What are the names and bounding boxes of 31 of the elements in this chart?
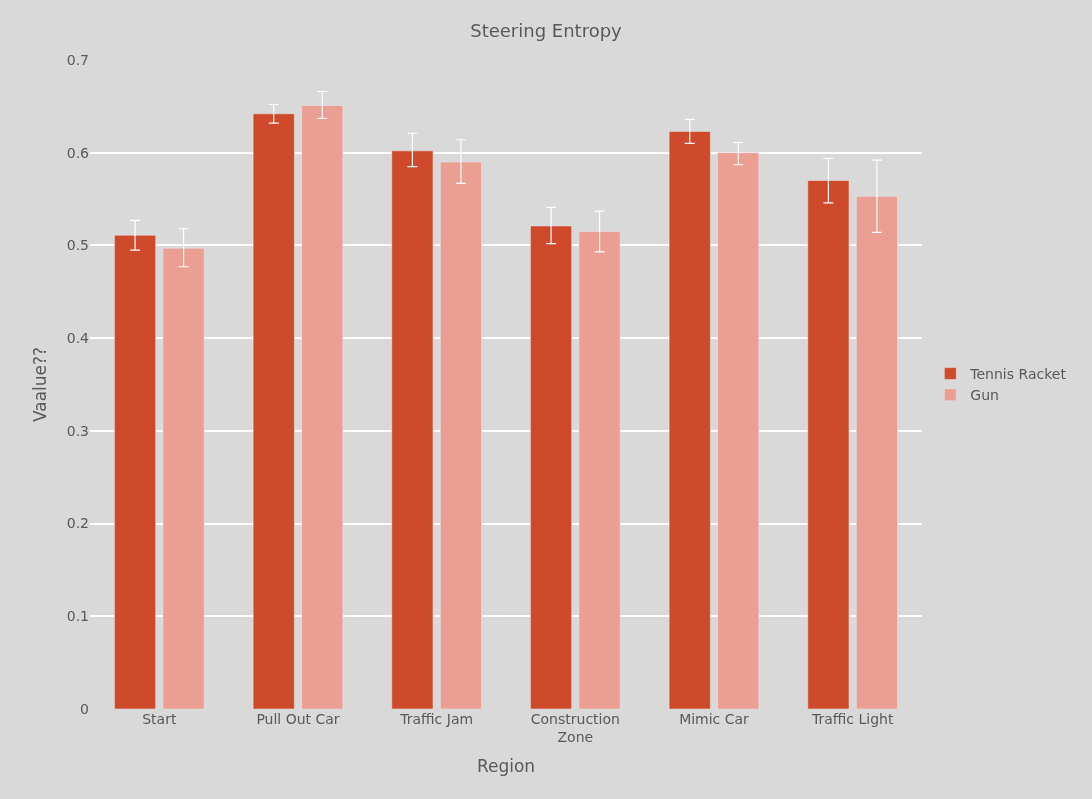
- x-tick-label: Traffic Jam: [399, 711, 474, 727]
- bar: [440, 161, 482, 709]
- y-tick-label: 0.6: [66, 144, 90, 161]
- x-tick-label: Mimic Car: [679, 711, 750, 727]
- bar: [807, 180, 850, 709]
- bar: [856, 196, 898, 709]
- y-tick-label: 0.1: [66, 608, 89, 625]
- legend-label: Gun: [970, 387, 999, 404]
- x-tick-label: Pull Out Car: [256, 711, 340, 727]
- x-tick-label: Start: [142, 711, 177, 727]
- y-tick-label: 0.4: [66, 330, 90, 347]
- chart-title: Steering Entropy: [470, 19, 623, 41]
- bar: [668, 131, 711, 709]
- bar: [717, 152, 760, 709]
- y-tick-label: 0.3: [66, 422, 89, 439]
- bar: [301, 105, 344, 709]
- x-tick-label: Construction Zone: [530, 711, 620, 746]
- legend-label: Tennis Racket: [969, 366, 1067, 383]
- x-tick-label: Traffic Light: [810, 711, 894, 727]
- y-tick-label: 0.5: [66, 237, 89, 254]
- y-tick-label: 0.2: [66, 515, 89, 532]
- bar: [252, 113, 295, 709]
- bar: [391, 150, 434, 709]
- x-axis-title: Region: [476, 755, 536, 776]
- bar: [162, 247, 205, 709]
- y-tick-label: 0: [80, 700, 89, 717]
- bar: [114, 234, 156, 709]
- bar: [530, 225, 572, 709]
- y-tick-label: 0.7: [66, 51, 89, 68]
- bar: [578, 231, 621, 709]
- y-axis-title: Vaalue??: [30, 346, 51, 423]
